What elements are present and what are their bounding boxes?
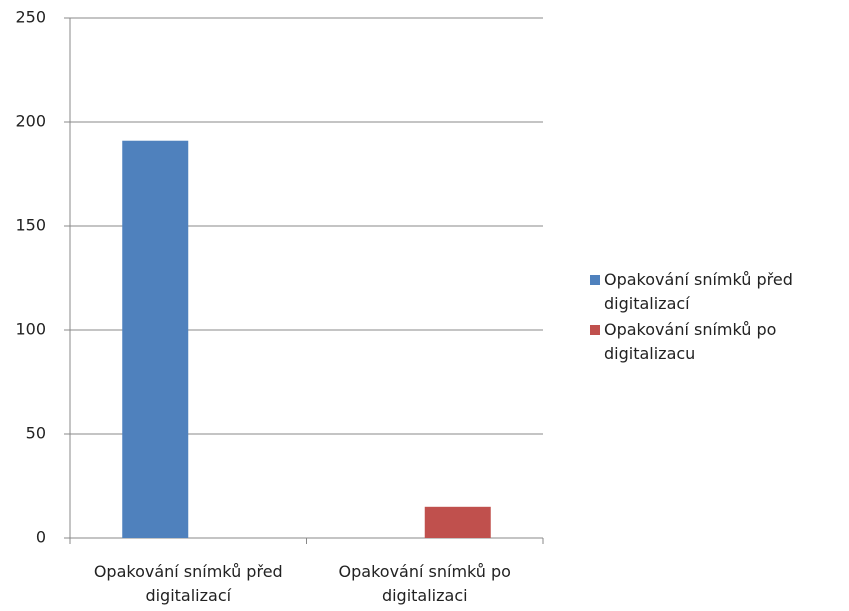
x-tick-label: Opakování snímků před digitalizací [93, 562, 283, 605]
y-tick-label: 100 [15, 320, 46, 339]
legend-label: Opakování snímků před digitalizací [604, 270, 793, 313]
bar [424, 506, 491, 538]
bar [122, 140, 189, 538]
legend-swatch [590, 275, 600, 285]
y-tick-label: 200 [15, 112, 46, 131]
legend-label: Opakování snímků po digitalizacu [604, 320, 777, 363]
y-tick-label: 250 [15, 8, 46, 27]
y-tick-label: 0 [36, 528, 46, 547]
x-tick-label: Opakování snímků po digitalizaci [338, 562, 511, 605]
y-tick-label: 150 [15, 216, 46, 235]
legend-swatch [590, 325, 600, 335]
y-tick-label: 50 [26, 424, 46, 443]
